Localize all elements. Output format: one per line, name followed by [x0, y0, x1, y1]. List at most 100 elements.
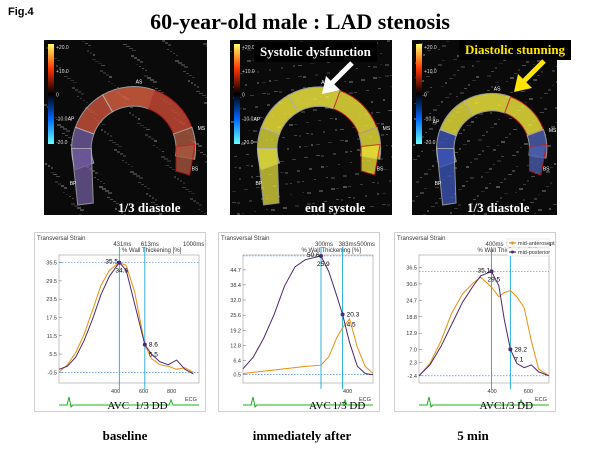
y-tick-label: 19.2 [230, 328, 241, 334]
y-tick-label: 44.7 [230, 268, 241, 274]
segment-label: AP [433, 120, 440, 126]
color-scale-bar [416, 44, 422, 144]
legend-box [506, 247, 550, 257]
figure-label: Fig.4 [8, 6, 34, 18]
y-tick-label: 2.3 [409, 361, 417, 367]
ecg-trace [243, 396, 373, 409]
echo-image-3: +20.0 +10.0 0 -10.0 -20.0 AP AS MS BS BP [412, 40, 557, 215]
ecg-label: ECG [535, 397, 547, 403]
x-tick-label: 400 [343, 389, 352, 395]
value-label: 20.3 [347, 311, 360, 318]
arrow-diastolic-icon [514, 59, 546, 92]
scale-label: -10.0 [56, 116, 68, 122]
segment-label: AS [494, 86, 501, 92]
y-tick-label: 17.5 [46, 315, 57, 321]
value-label: 25.9 [317, 261, 330, 268]
myocardial-segment [256, 148, 280, 206]
dd-label: 1/3 DD [135, 400, 168, 411]
y-tick-label: 25.6 [230, 313, 241, 319]
data-point [489, 269, 494, 274]
legend-label: mid-anteroseptal [518, 241, 555, 247]
time-marker: 613ms [141, 242, 159, 248]
time-marker: 431ms [113, 242, 131, 248]
data-point [340, 312, 345, 317]
y-tick-label: 29.5 [46, 279, 57, 285]
myocardial-segment [436, 148, 457, 206]
scale-label: -10.0 [424, 116, 436, 122]
series-line-mid-posterior [418, 270, 550, 377]
time-marker: 383ms [339, 242, 357, 248]
segment-label: BP [435, 181, 442, 187]
data-point [508, 347, 513, 352]
segment-label: BP [256, 181, 263, 187]
time-marker: 1000ms [183, 242, 204, 248]
segment-label: BS [192, 167, 199, 173]
series-line-mid-anteroseptal [418, 276, 550, 377]
chart-title: Transversal Strain [397, 236, 445, 242]
plot-frame [58, 254, 200, 384]
arrow-systolic-icon [322, 61, 354, 94]
dd-label: 1/3 DD [500, 400, 533, 411]
time-marker: 300ms [315, 242, 333, 248]
plot-frame [418, 254, 550, 384]
data-point [117, 260, 122, 265]
value-label: 28.2 [514, 346, 527, 353]
x-tick-label: 400 [488, 389, 497, 395]
myocardial-segment [147, 89, 193, 135]
y-tick-label: -2.4 [408, 374, 417, 380]
callout-diastolic-stunning: Diastolic stunning [459, 40, 572, 60]
echo-image-1: +20.0 +10.0 0 -10.0 -20.0 AP AS MS BS BP [44, 40, 207, 215]
label-baseline: baseline [102, 428, 148, 443]
myocardial-segment [360, 143, 381, 176]
value-label: 35.1 [478, 267, 491, 274]
y-tick-label: 32.0 [230, 298, 241, 304]
scale-label: +10.0 [242, 69, 255, 75]
value-label: 50.6 [307, 252, 320, 259]
value-label: 34.6 [115, 268, 128, 275]
segment-label: AP [68, 117, 75, 123]
y-tick-label: 38.4 [230, 283, 241, 289]
echo-caption-1: 1/3 diastole [118, 200, 181, 215]
legend-marker [511, 250, 514, 254]
color-scale-bar [48, 44, 54, 144]
x-tick-label: 800 [167, 389, 176, 395]
segment-label: BS [377, 167, 384, 173]
value-label: 29.5 [488, 276, 501, 283]
segment-label: BP [70, 181, 77, 187]
data-point [142, 342, 147, 347]
scale-label: +20.0 [424, 45, 437, 51]
y-tick-label: 5.5 [49, 352, 57, 358]
series-line-mid-posterior [58, 261, 194, 375]
y-tick-label: 12.9 [406, 331, 417, 337]
strain-chart-immediately-after: Transversal Strain% Wall Thickening [%] 3… [218, 232, 380, 412]
y-tick-label: 18.8 [406, 315, 417, 321]
legend-marker [511, 241, 514, 245]
avc-label: AVC [107, 400, 129, 411]
y-tick-label: 23.5 [46, 297, 57, 303]
strain-chart-baseline: Transversal Strain % Wall Thickening [%] 4… [34, 232, 206, 412]
time-marker: 400ms [486, 242, 504, 248]
segment-label: MS [383, 126, 391, 132]
scale-label: 0 [56, 93, 59, 99]
chart-header: % Wall Thickening [%] [122, 248, 182, 254]
y-tick-label: 7.0 [409, 348, 417, 354]
x-tick-label: 600 [139, 389, 148, 395]
segment-label: AS [136, 80, 143, 86]
segment-label: MS [198, 126, 206, 132]
segment-label: MS [549, 128, 557, 134]
chart-title: Transversal Strain [221, 236, 269, 242]
segment-label: AP [254, 117, 261, 123]
color-scale-bar [234, 44, 240, 144]
scale-label: -20.0 [242, 140, 254, 146]
y-tick-label: -0.5 [48, 370, 57, 376]
myocardial-segment [101, 86, 156, 113]
scale-label: +20.0 [242, 45, 255, 51]
y-tick-label: 24.7 [406, 298, 417, 304]
legend-label: mid-posterior [518, 250, 550, 256]
avc-label: AVC [309, 400, 331, 411]
series-line-mid-anteroseptal [242, 317, 374, 374]
label-immediately-after: immediately after [252, 428, 352, 443]
chart-title: Transversal Strain [37, 236, 85, 242]
value-label: 7.1 [514, 356, 523, 363]
scale-label: 0 [424, 93, 427, 99]
